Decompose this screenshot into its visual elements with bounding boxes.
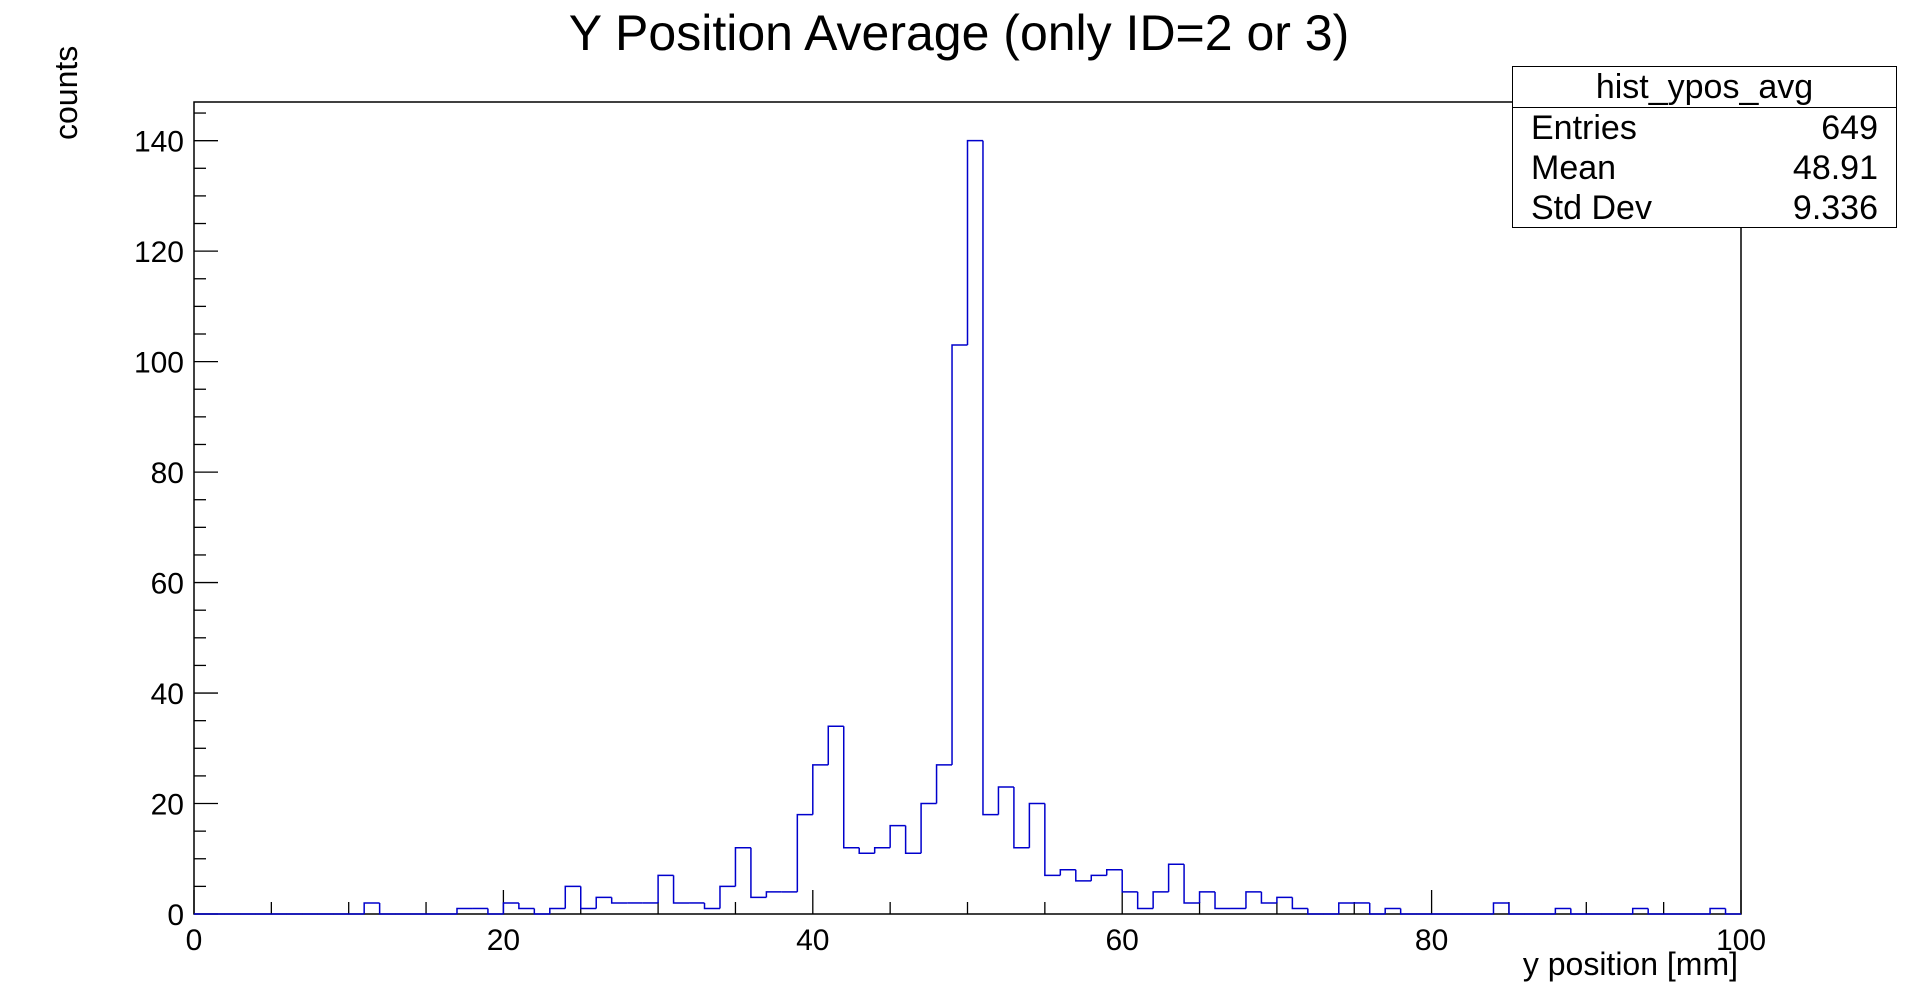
histogram-bin: [1554, 907, 1571, 914]
stats-mean-label: Mean: [1531, 149, 1617, 187]
histogram-bin: [1167, 863, 1185, 892]
histogram-bin: [657, 874, 674, 903]
histogram-bin: [904, 825, 922, 854]
x-tick-label: 100: [1716, 924, 1766, 957]
histogram-bin: [610, 897, 628, 904]
histogram-bin: [1338, 902, 1355, 914]
histogram-bin: [873, 846, 891, 854]
histogram-bin: [564, 885, 581, 909]
histogram-bin: [502, 902, 519, 914]
y-tick-label: 40: [151, 678, 184, 711]
histogram-bin: [734, 846, 751, 887]
histogram-bin: [1075, 869, 1092, 882]
stats-histogram-name: hist_ypos_avg: [1513, 67, 1896, 108]
stats-entries-value: 649: [1821, 109, 1878, 147]
histogram-bin: [1631, 907, 1649, 914]
histogram-bin: [1384, 907, 1401, 914]
histogram-bin: [595, 896, 612, 909]
histogram-bin: [997, 786, 1014, 815]
histogram-bin: [951, 344, 968, 765]
histogram-bin: [549, 907, 566, 914]
histogram-bin: [765, 891, 782, 898]
chart-title: Y Position Average (only ID=2 or 3): [568, 5, 1350, 61]
histogram-bin: [966, 139, 983, 346]
x-tick-label: 20: [487, 924, 520, 957]
histogram-bin: [1508, 902, 1525, 915]
histogram-bin: [456, 907, 473, 914]
y-tick-label: 100: [134, 347, 184, 380]
y-tick-label: 20: [151, 789, 184, 822]
histogram-bin: [672, 875, 690, 904]
histogram-bin: [842, 726, 860, 849]
histogram-bin: [1198, 891, 1216, 903]
histogram-bin: [1724, 908, 1741, 915]
y-axis-label: counts: [48, 45, 84, 140]
histogram-bin: [920, 802, 937, 854]
histogram-bin: [889, 824, 906, 848]
histogram-bin: [1245, 891, 1262, 909]
histogram-bin: [378, 902, 396, 915]
histogram-bin: [1028, 802, 1045, 848]
histogram-bin: [935, 764, 953, 804]
histogram-bin: [827, 725, 844, 765]
histogram-bin: [1013, 786, 1030, 849]
histogram-bin: [1276, 896, 1293, 903]
histogram-bin: [1105, 869, 1123, 876]
y-tick-label: 60: [151, 568, 184, 601]
histogram-bin: [719, 885, 736, 909]
histogram-bin: [533, 908, 550, 915]
histogram-bin: [363, 902, 380, 914]
stats-row-stddev: Std Dev 9.336: [1513, 188, 1896, 228]
histogram-bin: [1368, 902, 1386, 915]
y-tick-label: 0: [167, 899, 184, 932]
histogram-bin: [1136, 891, 1154, 910]
histogram-bin: [1291, 897, 1308, 910]
histogram-bin: [487, 908, 504, 915]
histogram-bin: [1570, 908, 1587, 915]
y-tick-label: 80: [151, 457, 184, 490]
y-tick-label: 120: [134, 236, 184, 269]
x-axis-label: y position [mm]: [1522, 946, 1738, 982]
stats-stddev-value: 9.336: [1792, 189, 1878, 227]
histogram-bin: [580, 886, 597, 910]
stats-box: hist_ypos_avg Entries 649 Mean 48.91 Std…: [1512, 66, 1897, 228]
x-tick-label: 40: [796, 924, 829, 957]
y-tick-label: 140: [134, 126, 184, 159]
histogram-bin: [1214, 891, 1231, 910]
histogram-bin: [1709, 907, 1726, 914]
histogram-bin: [1090, 874, 1107, 881]
stats-entries-label: Entries: [1531, 109, 1637, 147]
histogram-bin: [1647, 908, 1664, 915]
histogram-bin: [1260, 891, 1277, 904]
histogram-bin: [796, 813, 813, 892]
x-tick-label: 80: [1415, 924, 1448, 957]
x-tick-label: 60: [1106, 924, 1139, 957]
histogram-bin: [518, 902, 535, 910]
histogram-bin: [812, 764, 829, 815]
histogram-bin: [1044, 803, 1061, 877]
histogram-bin: [1059, 869, 1076, 876]
histogram-bin: [858, 847, 875, 854]
stats-row-entries: Entries 649: [1513, 108, 1896, 148]
stats-mean-value: 48.91: [1792, 149, 1878, 187]
histogram-bin: [1492, 902, 1509, 914]
histogram-bin: [750, 847, 767, 899]
x-tick-label: 0: [186, 924, 203, 957]
histogram-bin: [1399, 908, 1417, 915]
histogram-bin: [1183, 864, 1200, 904]
histogram-bin: [982, 140, 999, 816]
histogram-bin: [1152, 891, 1169, 909]
histogram-bin: [703, 902, 720, 910]
stats-row-mean: Mean 48.91: [1513, 148, 1896, 188]
stats-stddev-label: Std Dev: [1531, 189, 1652, 227]
histogram-bin: [1307, 908, 1324, 915]
histogram-bin: [1121, 869, 1138, 893]
